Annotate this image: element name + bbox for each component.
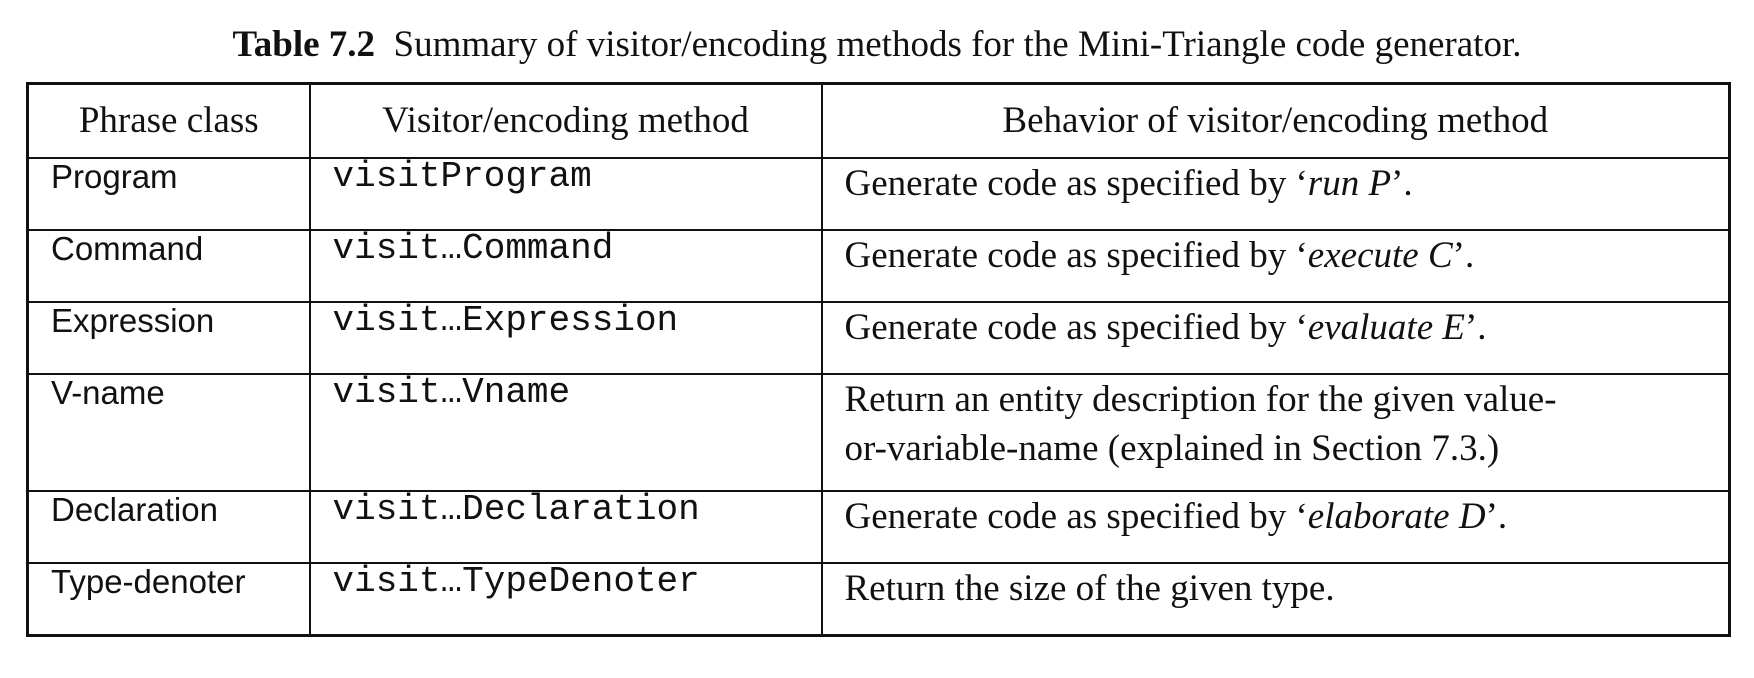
phrase-class-cell: Expression bbox=[26, 301, 311, 375]
table-caption: Table 7.2 Summary of visitor/encoding me… bbox=[0, 20, 1754, 70]
table-row: Command visit…Command Generate code as s… bbox=[26, 229, 1731, 303]
caption-text: Summary of visitor/encoding methods for … bbox=[393, 24, 1522, 65]
behavior-text: Generate code as specified by ‘ bbox=[844, 163, 1308, 204]
behavior-cell: Return an entity description for the giv… bbox=[820, 373, 1731, 492]
method-cell: visit…Declaration bbox=[308, 490, 823, 564]
table-row: Declaration visit…Declaration Generate c… bbox=[26, 490, 1731, 564]
header-method: Visitor/encoding method bbox=[308, 82, 823, 159]
table-row: V-name visit…Vname Return an entity desc… bbox=[26, 373, 1731, 492]
method-cell: visit…TypeDenoter bbox=[308, 562, 823, 637]
behavior-emphasis: execute C bbox=[1307, 235, 1453, 276]
visitor-methods-table: Phrase class Visitor/encoding method Beh… bbox=[26, 82, 1731, 637]
method-cell: visit…Vname bbox=[308, 373, 823, 492]
table-row: Program visitProgram Generate code as sp… bbox=[26, 157, 1731, 231]
behavior-line-1: Return an entity description for the giv… bbox=[844, 379, 1557, 420]
behavior-emphasis: run P bbox=[1307, 163, 1392, 204]
table-row: Expression visit…Expression Generate cod… bbox=[26, 301, 1731, 375]
behavior-emphasis: evaluate E bbox=[1307, 307, 1465, 348]
behavior-cell: Generate code as specified by ‘run P’. bbox=[820, 157, 1731, 231]
method-cell: visit…Expression bbox=[308, 301, 823, 375]
behavior-text-end: ’. bbox=[1464, 307, 1487, 348]
header-behavior: Behavior of visitor/encoding method bbox=[820, 82, 1731, 159]
behavior-text-end: ’. bbox=[1485, 496, 1508, 537]
phrase-class-cell: Program bbox=[26, 157, 311, 231]
method-cell: visitProgram bbox=[308, 157, 823, 231]
phrase-class-cell: Declaration bbox=[26, 490, 311, 564]
method-cell: visit…Command bbox=[308, 229, 823, 303]
phrase-class-cell: Command bbox=[26, 229, 311, 303]
behavior-text-end: ’. bbox=[1452, 235, 1475, 276]
behavior-cell: Generate code as specified by ‘elaborate… bbox=[820, 490, 1731, 564]
behavior-line-2: or-variable-name (explained in Section 7… bbox=[844, 428, 1500, 469]
behavior-text-end: ’. bbox=[1391, 163, 1413, 204]
header-row: Phrase class Visitor/encoding method Beh… bbox=[26, 82, 1731, 159]
behavior-text: Generate code as specified by ‘ bbox=[844, 307, 1308, 348]
behavior-cell: Return the size of the given type. bbox=[820, 562, 1731, 637]
behavior-emphasis: elaborate D bbox=[1307, 496, 1486, 537]
table-row: Type-denoter visit…TypeDenoter Return th… bbox=[26, 562, 1731, 637]
phrase-class-cell: V-name bbox=[26, 373, 311, 492]
behavior-cell: Generate code as specified by ‘evaluate … bbox=[820, 301, 1731, 375]
behavior-text: Generate code as specified by ‘ bbox=[844, 496, 1308, 537]
behavior-text: Generate code as specified by ‘ bbox=[844, 235, 1308, 276]
phrase-class-cell: Type-denoter bbox=[26, 562, 311, 637]
caption-label: Table 7.2 bbox=[232, 24, 376, 65]
header-phrase-class: Phrase class bbox=[26, 82, 311, 159]
behavior-cell: Generate code as specified by ‘execute C… bbox=[820, 229, 1731, 303]
